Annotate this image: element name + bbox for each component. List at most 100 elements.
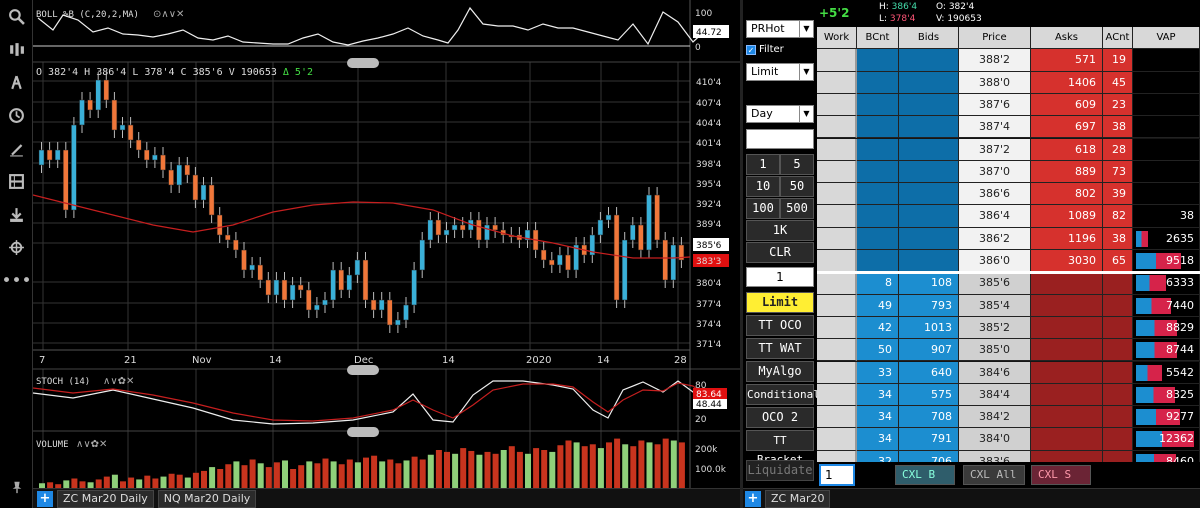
bcnt-cell[interactable] bbox=[857, 160, 899, 184]
acnt-cell[interactable]: 65 bbox=[1103, 250, 1133, 273]
bcnt-cell[interactable]: 34 bbox=[857, 383, 899, 407]
asks-cell[interactable] bbox=[1031, 272, 1103, 295]
crosshair-icon[interactable] bbox=[0, 231, 33, 264]
bcnt-cell[interactable] bbox=[857, 49, 899, 72]
add-ladder-tab-button[interactable]: + bbox=[745, 490, 761, 507]
bids-cell[interactable] bbox=[899, 160, 959, 184]
tab-nq-mar20[interactable]: NQ Mar20 Daily bbox=[157, 489, 257, 508]
ladder-row[interactable]: 34 708 384'2 9277 bbox=[817, 406, 1200, 429]
acnt-cell[interactable]: 38 bbox=[1103, 116, 1133, 139]
more-icon[interactable]: ••• bbox=[1, 270, 32, 291]
ladder-row[interactable]: 387'4 697 38 bbox=[817, 116, 1200, 139]
pin-icon[interactable] bbox=[0, 479, 33, 498]
add-tab-button[interactable]: + bbox=[37, 490, 53, 507]
bcnt-cell[interactable] bbox=[857, 116, 899, 139]
work-cell[interactable] bbox=[817, 183, 857, 206]
asks-cell[interactable] bbox=[1031, 406, 1103, 429]
asks-cell[interactable] bbox=[1031, 339, 1103, 362]
work-cell[interactable] bbox=[817, 272, 857, 295]
ladder-row[interactable]: 49 793 385'4 7440 bbox=[817, 294, 1200, 317]
bcnt-cell[interactable] bbox=[857, 205, 899, 228]
ladder-row[interactable]: 8 108 385'6 6333 bbox=[817, 272, 1200, 295]
ladder-row[interactable]: 388'2 571 19 bbox=[817, 49, 1200, 72]
work-cell[interactable] bbox=[817, 316, 857, 340]
asks-cell[interactable] bbox=[1031, 316, 1103, 340]
qty-button-1k[interactable]: 1K bbox=[746, 220, 814, 241]
acnt-cell[interactable]: 23 bbox=[1103, 93, 1133, 117]
bids-cell[interactable] bbox=[899, 250, 959, 273]
ladder-row[interactable]: 387'0 889 73 bbox=[817, 160, 1200, 184]
acnt-cell[interactable]: 73 bbox=[1103, 160, 1133, 184]
bids-cell[interactable] bbox=[899, 183, 959, 206]
pencil-icon[interactable] bbox=[0, 132, 33, 165]
pane-resize-handle[interactable] bbox=[347, 365, 379, 375]
bcnt-cell[interactable]: 34 bbox=[857, 406, 899, 429]
acnt-cell[interactable]: 45 bbox=[1103, 71, 1133, 94]
strategy-oco-2-button[interactable]: OCO 2 bbox=[746, 407, 814, 428]
qty-button-10[interactable]: 10 bbox=[746, 176, 780, 197]
pane-resize-handle[interactable] bbox=[347, 427, 379, 437]
bids-cell[interactable]: 640 bbox=[899, 361, 959, 384]
clock-icon[interactable] bbox=[0, 99, 33, 132]
asks-cell[interactable]: 571 bbox=[1031, 49, 1103, 72]
bcnt-cell[interactable] bbox=[857, 250, 899, 273]
cancel-sells-button[interactable]: CXL S bbox=[1031, 465, 1091, 485]
work-cell[interactable] bbox=[817, 294, 857, 317]
acnt-cell[interactable] bbox=[1103, 428, 1133, 451]
work-cell[interactable] bbox=[817, 49, 857, 72]
asks-cell[interactable]: 889 bbox=[1031, 160, 1103, 184]
acnt-cell[interactable] bbox=[1103, 316, 1133, 340]
ladder-row[interactable]: 386'6 802 39 bbox=[817, 183, 1200, 206]
asks-cell[interactable] bbox=[1031, 361, 1103, 384]
acnt-cell[interactable]: 19 bbox=[1103, 49, 1133, 72]
acnt-cell[interactable] bbox=[1103, 339, 1133, 362]
tif-dropdown[interactable]: Day ▼ bbox=[746, 105, 814, 123]
ladder-row[interactable]: 386'0 3030 65 9518 bbox=[817, 250, 1200, 273]
ladder-row[interactable]: 50 907 385'0 8744 bbox=[817, 339, 1200, 362]
acnt-cell[interactable] bbox=[1103, 383, 1133, 407]
bcnt-cell[interactable]: 33 bbox=[857, 361, 899, 384]
pane-resize-handle[interactable] bbox=[347, 58, 379, 68]
bids-cell[interactable] bbox=[899, 93, 959, 117]
acnt-cell[interactable] bbox=[1103, 361, 1133, 384]
work-cell[interactable] bbox=[817, 71, 857, 94]
acnt-cell[interactable] bbox=[1103, 272, 1133, 295]
ladder-row[interactable]: 34 575 384'4 8325 bbox=[817, 383, 1200, 407]
work-cell[interactable] bbox=[817, 205, 857, 228]
bcnt-cell[interactable] bbox=[857, 227, 899, 250]
bids-cell[interactable]: 907 bbox=[899, 339, 959, 362]
asks-cell[interactable]: 1089 bbox=[1031, 205, 1103, 228]
ladder-qty-input[interactable]: 1 bbox=[819, 464, 855, 486]
indicator-controls-icon[interactable]: ⊙∧∨✕ bbox=[153, 9, 184, 20]
asks-cell[interactable]: 1406 bbox=[1031, 71, 1103, 94]
asks-cell[interactable]: 802 bbox=[1031, 183, 1103, 206]
bcnt-cell[interactable]: 34 bbox=[857, 428, 899, 451]
strategy-tt-wat-button[interactable]: TT WAT bbox=[746, 338, 814, 359]
cancel-bids-button[interactable]: CXL B bbox=[895, 465, 955, 485]
bcnt-cell[interactable]: 42 bbox=[857, 316, 899, 340]
price-input[interactable] bbox=[746, 129, 814, 149]
work-cell[interactable] bbox=[817, 406, 857, 429]
drawing-tool-icon[interactable] bbox=[0, 66, 33, 99]
qty-button-1[interactable]: 1 bbox=[746, 154, 780, 175]
candlestick-icon[interactable] bbox=[0, 33, 33, 66]
ladder-row[interactable]: 387'6 609 23 bbox=[817, 93, 1200, 117]
bcnt-cell[interactable] bbox=[857, 93, 899, 117]
acnt-cell[interactable] bbox=[1103, 294, 1133, 317]
work-cell[interactable] bbox=[817, 227, 857, 250]
qty-button-50[interactable]: 50 bbox=[780, 176, 814, 197]
asks-cell[interactable] bbox=[1031, 383, 1103, 407]
qty-button-500[interactable]: 500 bbox=[780, 198, 814, 219]
ladder-row[interactable]: 388'0 1406 45 bbox=[817, 71, 1200, 94]
acnt-cell[interactable]: 39 bbox=[1103, 183, 1133, 206]
work-cell[interactable] bbox=[817, 138, 857, 161]
work-cell[interactable] bbox=[817, 116, 857, 139]
bids-cell[interactable]: 708 bbox=[899, 406, 959, 429]
bcnt-cell[interactable]: 8 bbox=[857, 272, 899, 295]
bids-cell[interactable]: 108 bbox=[899, 272, 959, 295]
account-dropdown[interactable]: PRHot ▼ bbox=[746, 20, 814, 38]
asks-cell[interactable]: 1196 bbox=[1031, 227, 1103, 250]
panel-divider[interactable] bbox=[740, 0, 743, 508]
bcnt-cell[interactable]: 49 bbox=[857, 294, 899, 317]
qty-button-100[interactable]: 100 bbox=[746, 198, 780, 219]
